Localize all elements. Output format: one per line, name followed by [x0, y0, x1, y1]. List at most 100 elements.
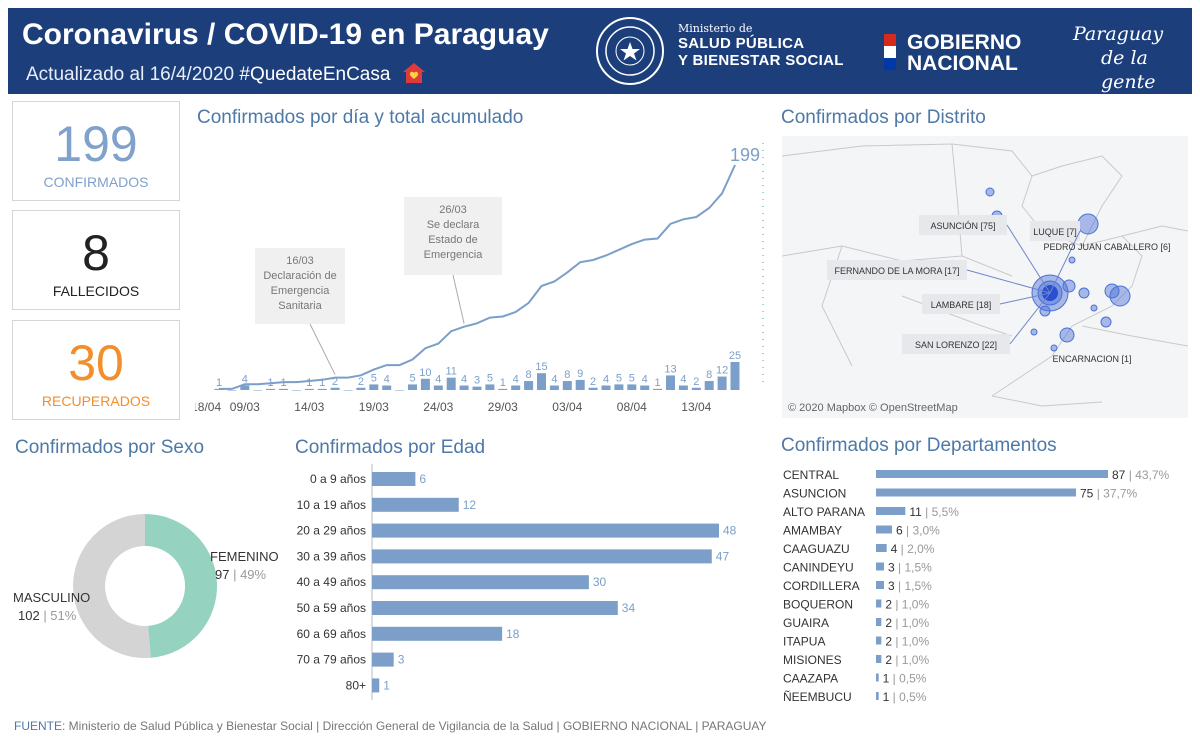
map-label: LUQUE [7]: [1030, 221, 1081, 294]
age-value-label: 34: [622, 601, 636, 615]
dept-bar: [876, 618, 882, 626]
daily-bar-label: 15: [535, 361, 547, 373]
dept-bar: [876, 673, 879, 682]
footer-text: : Ministerio de Salud Pública y Bienesta…: [62, 719, 767, 733]
dept-bar: [876, 507, 906, 515]
cumulative-line: [219, 164, 736, 390]
age-category-label: 50 a 59 años: [297, 601, 366, 615]
age-bar: [372, 652, 394, 667]
dept-bar: [876, 470, 1108, 478]
age-category-label: 20 a 29 años: [297, 524, 366, 538]
sex-label-femenino: FEMENINO: [210, 549, 279, 564]
daily-bar: [356, 387, 366, 390]
daily-bar-label: 4: [551, 374, 557, 386]
sex-chart-title: Confirmados por Sexo: [15, 437, 205, 458]
dept-pct-label: | 1,0%: [892, 598, 929, 612]
updated-date: Actualizado al 16/4/2020: [26, 64, 235, 85]
daily-bar-label: 8: [706, 369, 712, 381]
dept-bar-chart: CENTRAL 87 | 43,7% ASUNCION 75 | 37,7% ALTO …: [783, 468, 1170, 704]
daily-bar: [666, 375, 675, 390]
dept-pct-label: | 2,0%: [897, 542, 934, 556]
cumulative-total-label: 199: [730, 145, 760, 165]
daily-bar-label: 5: [616, 372, 622, 384]
daily-bar: [408, 384, 417, 390]
daily-x-tick: 13/04: [681, 400, 711, 414]
age-bar: [372, 678, 380, 693]
dept-chart-title: Confirmados por Departamentos: [781, 435, 1057, 456]
daily-bar: [524, 381, 534, 390]
annotation-callout: 16/03 Declaración de Emergencia Sanitaria: [255, 248, 345, 375]
daily-bar: [369, 384, 379, 390]
daily-bar: [382, 385, 392, 390]
age-category-label: 70 a 79 años: [297, 653, 366, 667]
daily-bar-label: 12: [716, 365, 728, 377]
district-bubble: [1077, 213, 1099, 235]
daily-bar: [459, 385, 469, 390]
daily-bar: [575, 379, 585, 390]
daily-x-tick: 08/04: [617, 400, 647, 414]
daily-x-tick: 09/03: [230, 400, 260, 414]
daily-bar: [653, 388, 663, 390]
sex-value-masculino: 102 | 51%: [18, 608, 77, 623]
map-label-text: ASUNCIÓN [75]: [930, 221, 995, 231]
kpi-recovered: 30 RECUPERADOS: [12, 320, 180, 420]
district-bubble: [1068, 256, 1076, 264]
daily-bar-label: 2: [590, 376, 596, 388]
dept-category-label: CENTRAL: [783, 468, 839, 482]
daily-bar: [601, 385, 611, 390]
dept-bar: [876, 581, 884, 589]
dept-pct-label: | 3,0%: [903, 524, 940, 538]
dept-pct-label: | 1,0%: [892, 616, 929, 630]
annotation-text: Emergencia: [271, 285, 331, 297]
map-label-text: ENCARNACION [1]: [1052, 354, 1131, 364]
daily-bar-label: 4: [384, 374, 390, 386]
dept-bar: [876, 525, 892, 534]
dept-bar: [876, 488, 1076, 497]
age-value-label: 3: [398, 653, 405, 667]
dept-bar: [876, 692, 879, 700]
daily-bar-label: 4: [680, 374, 686, 386]
age-value-label: 30: [593, 575, 607, 589]
daily-bar-label: 5: [629, 372, 635, 384]
kpi-deaths: 8 FALLECIDOS: [12, 210, 180, 310]
map-border: [1121, 225, 1188, 237]
annotation-text: Estado de: [428, 234, 478, 246]
district-map-canvas: ASUNCIÓN [75] LUQUE [7] PEDRO JUAN CABALLE…: [782, 143, 1188, 407]
daily-bar: [730, 362, 740, 390]
daily-chart-title: Confirmados por día y total acumulado: [197, 107, 524, 128]
map-label-text: PEDRO JUAN CABALLERO [6]: [1043, 242, 1170, 252]
district-map-title: Confirmados por Distrito: [781, 107, 986, 128]
district-bubble: [1030, 328, 1038, 336]
daily-bar-label: 2: [693, 376, 699, 388]
ministry-name: Ministerio de SALUD PÚBLICA Y BIENESTAR …: [678, 22, 844, 69]
daily-bar-label: 1: [500, 377, 506, 389]
dept-category-label: ASUNCION: [783, 487, 846, 501]
district-bubble: [1104, 283, 1120, 299]
age-chart-title: Confirmados por Edad: [295, 437, 486, 458]
annotation-callout: 26/03 Se declara Estado de Emergencia: [404, 197, 502, 324]
dept-pct-label: | 43,7%: [1125, 468, 1169, 482]
annotation-text: 26/03: [439, 204, 467, 216]
district-bubble: [1109, 285, 1131, 307]
dept-bar: [876, 562, 884, 571]
daily-bar-label: 1: [216, 377, 222, 389]
national-seal-icon: [596, 17, 664, 85]
district-map[interactable]: ASUNCIÓN [75] LUQUE [7] PEDRO JUAN CABALLE…: [782, 136, 1188, 418]
daily-bar: [691, 387, 701, 390]
daily-bar: [614, 384, 624, 390]
daily-bar: [343, 390, 353, 391]
map-border: [991, 395, 1103, 407]
map-label-leader: [999, 292, 1051, 305]
map-label-box: [902, 334, 1010, 354]
dept-value-label: 2 | 1,0%: [885, 635, 929, 649]
age-bar-chart: 0 a 9 años 6 10 a 19 años 12 20 a 29 años 48 3…: [297, 464, 737, 700]
daily-bar: [266, 388, 276, 390]
sex-label-masculino: MASCULINO: [13, 590, 90, 605]
dept-value-label: 6 | 3,0%: [896, 524, 940, 538]
daily-bar-label: 8: [526, 369, 532, 381]
dept-category-label: ALTO PARANA: [783, 505, 865, 519]
dept-value-label: 2 | 1,0%: [885, 598, 929, 612]
age-bar: [372, 575, 589, 590]
daily-bar: [511, 385, 521, 390]
dept-pct-label: | 1,0%: [892, 653, 929, 667]
